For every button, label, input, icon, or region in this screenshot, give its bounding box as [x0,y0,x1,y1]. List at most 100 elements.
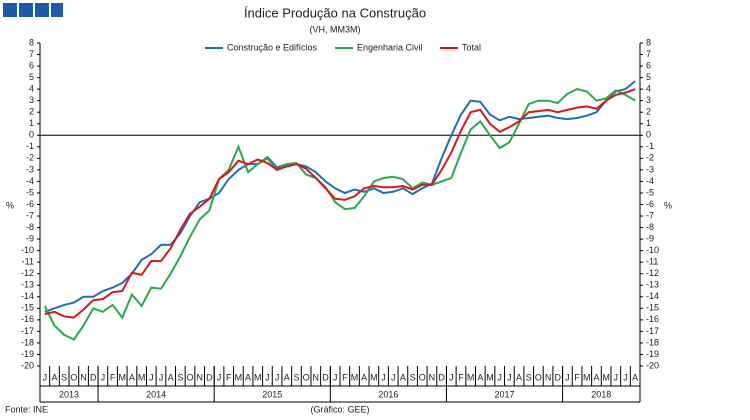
y-tick-label: -10 [21,245,34,255]
x-tick-label: N [80,372,87,382]
legend-label: Construção e Edifícios [227,42,318,52]
x-tick-label: M [254,372,262,382]
y-tick-label-right: 6 [646,60,651,70]
x-tick-label: S [61,372,67,382]
y-tick-label: -20 [21,360,34,370]
y-tick-label-right: -5 [646,187,654,197]
x-tick-label: O [535,372,542,382]
x-tick-label: J [497,372,502,382]
y-tick-label: -11 [22,257,34,267]
y-tick-label: -13 [21,280,34,290]
x-tick-label: O [419,372,426,382]
y-tick-label: 8 [29,37,34,47]
x-tick-label: M [602,372,610,382]
x-tick-label: M [370,372,378,382]
y-tick-label: -17 [21,326,34,336]
y-tick-label: 1 [29,118,34,128]
x-tick-label: M [138,372,146,382]
x-tick-label: J [159,372,164,382]
y-tick-label-right: -15 [646,303,659,313]
x-tick-label: J [614,372,619,382]
year-label: 2017 [495,389,515,399]
x-tick-label: M [351,372,359,382]
x-tick-label: A [477,372,483,382]
y-tick-label-right: -14 [646,291,659,301]
y-tick-label-right: -8 [646,222,654,232]
y-tick-label: -16 [21,314,34,324]
y-tick-label-right: -20 [646,360,659,370]
x-tick-label: J [381,372,386,382]
x-tick-label: M [583,372,591,382]
y-tick-label-right: -10 [646,245,659,255]
y-tick-label-right: 3 [646,95,651,105]
x-tick-label: N [313,372,320,382]
y-tick-label-right: -19 [646,349,659,359]
x-tick-label: S [177,372,183,382]
x-tick-label: A [168,372,174,382]
x-tick-label: S [293,372,299,382]
year-label: 2014 [146,389,166,399]
y-tick-label: -5 [26,187,34,197]
x-tick-label: J [507,372,512,382]
y-tick-label-right: 1 [646,118,651,128]
x-tick-label: F [342,372,348,382]
y-tick-label: 2 [29,107,34,117]
y-tick-label: 4 [29,84,34,94]
y-tick-label: -6 [26,199,34,209]
x-tick-label: N [429,372,436,382]
x-tick-label: M [467,372,475,382]
y-tick-label: -12 [21,268,34,278]
x-tick-label: J [333,372,338,382]
y-tick-label: -3 [26,164,34,174]
y-tick-label-right: -13 [646,280,659,290]
x-tick-label: F [110,372,116,382]
logo-square [51,3,63,17]
y-tick-label-right: -9 [646,233,654,243]
y-tick-label-right: -7 [646,210,654,220]
y-tick-label-right: -17 [646,326,659,336]
logo-square [35,3,49,17]
y-tick-label-right: -2 [646,153,654,163]
y-tick-label-right: -18 [646,337,659,347]
y-tick-label: -14 [21,291,34,301]
y-tick-label-right: -3 [646,164,654,174]
x-tick-label: J [217,372,222,382]
series-line [44,80,636,313]
x-tick-label: O [186,372,193,382]
x-tick-label: F [226,372,232,382]
year-label: 2016 [378,389,398,399]
x-tick-label: J [391,372,396,382]
x-tick-label: A [129,372,135,382]
y-tick-label-right: -11 [646,257,658,267]
x-tick-label: D [438,372,445,382]
y-tick-label: 7 [29,49,34,59]
year-label: 2013 [59,389,79,399]
y-tick-label-right: 0 [646,130,651,140]
x-tick-label: A [593,372,599,382]
x-tick-label: A [400,372,406,382]
y-tick-label-right: -16 [646,314,659,324]
series-line [44,88,636,319]
x-tick-label: O [70,372,77,382]
x-tick-label: A [632,372,638,382]
logo-square [3,3,17,17]
x-tick-label: A [516,372,522,382]
y-tick-label-right: 5 [646,72,651,82]
series-line [43,88,636,341]
x-tick-label: A [52,372,58,382]
x-tick-label: A [361,372,367,382]
x-tick-label: D [206,372,213,382]
y-tick-label: 6 [29,60,34,70]
y-tick-label: -7 [26,210,34,220]
y-tick-label-right: -1 [646,141,654,151]
chart-title: Índice Produção na Construção [244,5,426,20]
x-tick-label: J [565,372,570,382]
y-tick-label-right: 7 [646,49,651,59]
x-tick-label: J [149,372,154,382]
y-tick-label: 3 [29,95,34,105]
y-tick-label: -4 [26,176,34,186]
x-tick-label: F [574,372,580,382]
y-tick-label: -19 [21,349,34,359]
y-tick-label: -15 [21,303,34,313]
